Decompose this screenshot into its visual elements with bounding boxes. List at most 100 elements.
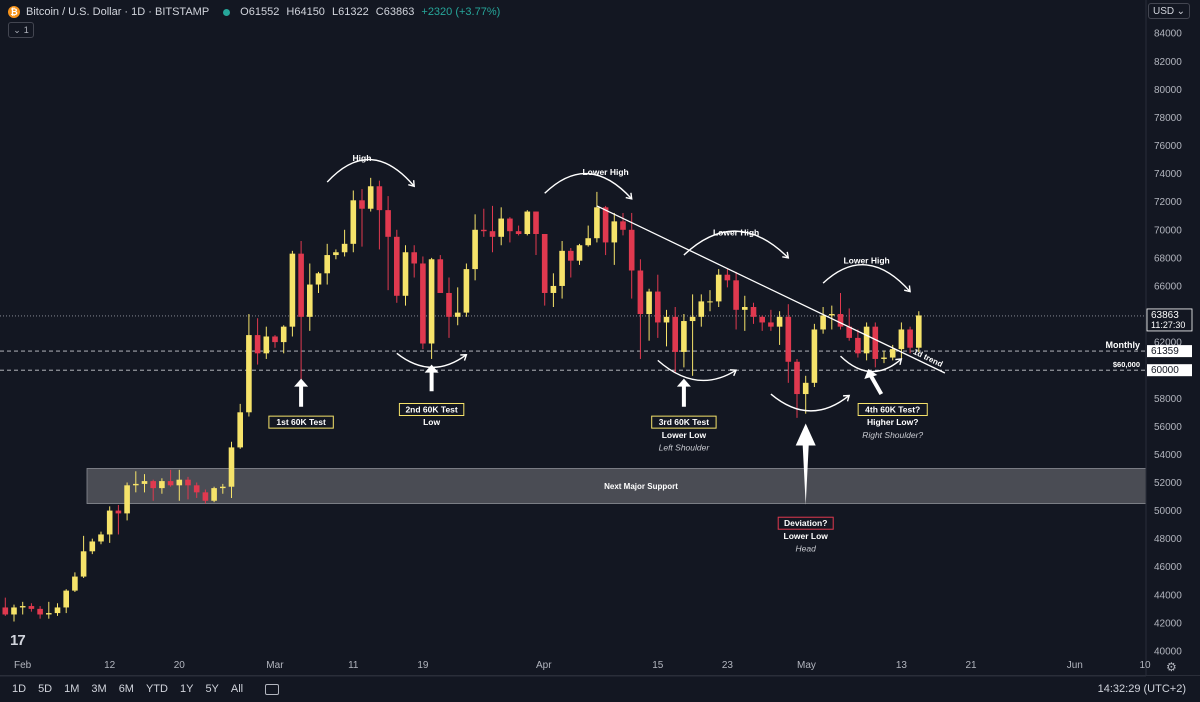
clock-readout[interactable]: 14:32:29 (UTC+2) (1097, 683, 1186, 695)
candle[interactable] (541, 234, 548, 306)
candle[interactable] (733, 271, 739, 330)
timeframe-6m[interactable]: 6M (118, 683, 134, 695)
candle[interactable] (307, 263, 313, 331)
candle[interactable] (98, 531, 104, 545)
gear-icon[interactable]: ⚙ (1166, 660, 1177, 674)
calendar-icon[interactable] (265, 683, 280, 695)
candle[interactable] (611, 212, 618, 265)
candle[interactable] (272, 335, 278, 348)
candle[interactable] (559, 241, 565, 299)
candle[interactable] (176, 469, 183, 501)
candle[interactable] (402, 245, 409, 306)
candle[interactable] (28, 603, 35, 612)
candle[interactable] (768, 309, 774, 331)
symbol-title[interactable]: Bitcoin / U.S. Dollar · 1D · BITSTAMP (26, 6, 210, 18)
candle[interactable] (820, 307, 826, 334)
candle[interactable] (141, 474, 148, 493)
candle[interactable] (785, 304, 792, 383)
candle[interactable] (289, 250, 296, 337)
candle[interactable] (376, 180, 383, 250)
candle[interactable] (463, 263, 470, 317)
candle[interactable] (298, 241, 304, 382)
candle[interactable] (446, 277, 452, 338)
candle[interactable] (428, 257, 435, 359)
candle[interactable] (324, 243, 330, 285)
candle[interactable] (533, 211, 539, 256)
candle[interactable] (655, 274, 661, 338)
candle[interactable] (37, 606, 43, 619)
candle[interactable] (220, 483, 226, 494)
candle[interactable] (246, 314, 252, 417)
candle[interactable] (89, 538, 96, 555)
candle[interactable] (707, 290, 713, 312)
candle[interactable] (315, 271, 322, 293)
candle[interactable] (150, 479, 156, 501)
candle[interactable] (411, 245, 417, 278)
candle[interactable] (72, 572, 78, 593)
candle[interactable] (193, 482, 200, 498)
candle[interactable] (724, 269, 731, 288)
candle[interactable] (106, 506, 113, 543)
candle[interactable] (715, 269, 722, 308)
candle[interactable] (620, 212, 626, 236)
candle[interactable] (898, 322, 905, 359)
candle-layer[interactable] (2, 177, 922, 622)
candle[interactable] (263, 326, 270, 359)
candle[interactable] (472, 214, 478, 281)
timeframe-1y[interactable]: 1Y (179, 683, 194, 695)
candle[interactable] (63, 589, 69, 614)
candle[interactable] (750, 302, 757, 324)
candle[interactable] (846, 308, 852, 341)
candle[interactable] (524, 210, 531, 236)
candle[interactable] (742, 295, 748, 331)
candle[interactable] (594, 191, 600, 243)
candle[interactable] (133, 471, 139, 493)
candle[interactable] (907, 326, 913, 354)
candle[interactable] (333, 249, 339, 260)
candle[interactable] (802, 375, 809, 414)
candle[interactable] (19, 601, 26, 615)
candle[interactable] (481, 208, 487, 237)
candle[interactable] (759, 315, 765, 331)
candle[interactable] (550, 273, 557, 308)
timeframe-ytd[interactable]: YTD (145, 683, 168, 695)
candle[interactable] (507, 217, 513, 243)
candle[interactable] (359, 189, 365, 247)
candle[interactable] (367, 177, 374, 212)
indicator-collapse-button[interactable]: ⌄ 1 (8, 22, 34, 38)
candle[interactable] (794, 358, 800, 418)
candle[interactable] (602, 205, 609, 256)
candle[interactable] (916, 311, 922, 352)
candle[interactable] (646, 288, 652, 341)
candle[interactable] (115, 504, 122, 535)
candle[interactable] (585, 225, 591, 247)
candle[interactable] (498, 207, 504, 246)
candle[interactable] (2, 597, 9, 616)
candle[interactable] (637, 259, 644, 359)
candle[interactable] (681, 314, 687, 368)
candle[interactable] (698, 294, 705, 327)
candle[interactable] (167, 469, 174, 487)
timeframe-3m[interactable]: 3M (91, 683, 107, 695)
candle[interactable] (628, 212, 635, 299)
currency-selector[interactable]: USD ⌄ (1148, 3, 1190, 19)
candle[interactable] (515, 225, 522, 236)
candle[interactable] (394, 229, 400, 303)
candle[interactable] (872, 322, 879, 368)
candle[interactable] (863, 322, 870, 361)
candle[interactable] (202, 489, 209, 504)
candle[interactable] (341, 229, 348, 257)
candle[interactable] (689, 294, 696, 376)
timeframe-1m[interactable]: 1M (64, 683, 80, 695)
candle[interactable] (211, 486, 217, 503)
candle[interactable] (829, 305, 835, 330)
timeframe-5d[interactable]: 5D (38, 683, 53, 695)
candle[interactable] (54, 603, 61, 616)
timeframe-all[interactable]: All (230, 683, 244, 695)
candle[interactable] (237, 403, 243, 449)
candle[interactable] (280, 325, 287, 354)
candle[interactable] (159, 478, 165, 494)
candle[interactable] (228, 441, 235, 498)
candle[interactable] (437, 255, 444, 293)
